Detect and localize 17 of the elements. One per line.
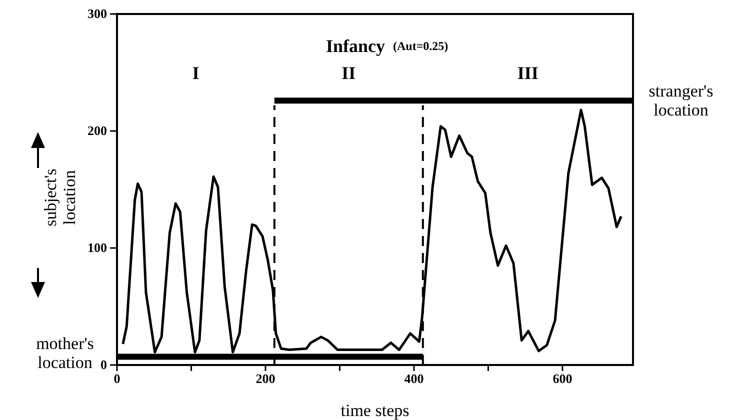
text: Infancy	[326, 36, 385, 56]
x-tick-label: 0	[114, 371, 120, 386]
series-label: mother's location	[36, 334, 94, 372]
annotation: II	[342, 63, 356, 83]
x-axis-title: time steps	[340, 401, 410, 420]
annotation: I	[192, 63, 200, 83]
text: (Aut=0.25)	[393, 39, 448, 53]
x-tick-label: 600	[552, 371, 572, 386]
series-label: stranger's location	[648, 82, 714, 120]
y-tick-label: 300	[88, 6, 107, 21]
y-axis-title: subject's location	[41, 168, 79, 226]
y-tick-label: 100	[88, 240, 107, 255]
x-tick-label: 400	[404, 371, 424, 386]
y-tick-label: 200	[88, 123, 107, 138]
x-tick-label: 200	[256, 371, 276, 386]
annotation: III	[517, 63, 538, 83]
y-tick-label: 0	[100, 357, 107, 372]
